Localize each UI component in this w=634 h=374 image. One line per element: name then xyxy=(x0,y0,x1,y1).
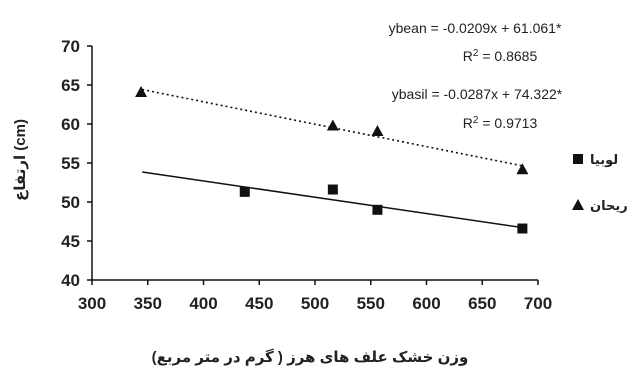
equation-bean: ybean = -0.0209x + 61.061* R2 = 0.8685 xyxy=(389,20,562,64)
y-axis-title: ارتفاع (cm) xyxy=(12,119,29,201)
y-tick-label: 45 xyxy=(61,232,80,251)
y-tick-label: 70 xyxy=(61,37,80,56)
x-tick-label: 350 xyxy=(134,294,162,313)
legend-marker-square xyxy=(573,154,583,164)
y-tick-label: 40 xyxy=(61,271,80,290)
data-point-triangle xyxy=(371,125,384,137)
y-ticks: 40 45 50 55 60 65 70 xyxy=(61,37,92,290)
x-tick-label: 600 xyxy=(412,294,440,313)
trendline-series-0 xyxy=(142,171,523,229)
data-point-triangle xyxy=(135,86,148,98)
data-point-square xyxy=(327,184,338,195)
equation-basil: ybasil = -0.0287x + 74.322* R2 = 0.9713 xyxy=(392,86,563,131)
data-point-triangle xyxy=(516,163,529,175)
legend-item-basil: ریحان xyxy=(572,198,628,213)
r2-basil: R2 = 0.9713 xyxy=(463,115,538,132)
legend: لوبیا ریحان xyxy=(572,152,628,213)
data-points xyxy=(135,86,529,234)
legend-marker-triangle xyxy=(572,199,584,210)
equation-basil-text: ybasil = -0.0287x + 74.322* xyxy=(392,86,563,102)
data-point-square xyxy=(517,223,528,234)
legend-label-bean: لوبیا xyxy=(590,152,618,167)
x-tick-label: 650 xyxy=(468,294,496,313)
y-tick-label: 65 xyxy=(61,76,80,95)
r2-bean: R2 = 0.8685 xyxy=(463,48,538,65)
data-point-square xyxy=(239,186,250,197)
x-tick-label: 450 xyxy=(245,294,273,313)
y-tick-label: 50 xyxy=(61,193,80,212)
x-tick-label: 400 xyxy=(189,294,217,313)
plot-area: 40 45 50 55 60 65 70 300 350 400 450 500 550 600 650 7… xyxy=(61,37,552,313)
x-tick-label: 300 xyxy=(78,294,106,313)
x-axis-title: وزن خشک علف های هرز ( گرم در متر مربع) xyxy=(152,348,469,366)
x-tick-label: 700 xyxy=(524,294,552,313)
legend-item-bean: لوبیا xyxy=(573,152,618,167)
y-tick-label: 60 xyxy=(61,115,80,134)
data-point-square xyxy=(372,204,383,215)
x-tick-label: 500 xyxy=(301,294,329,313)
equation-bean-text: ybean = -0.0209x + 61.061* xyxy=(389,20,562,36)
x-ticks: 300 350 400 450 500 550 600 650 700 xyxy=(78,280,552,313)
x-tick-label: 550 xyxy=(357,294,385,313)
y-tick-label: 55 xyxy=(61,154,80,173)
legend-label-basil: ریحان xyxy=(590,198,628,213)
data-point-triangle xyxy=(326,119,339,131)
trendlines xyxy=(142,88,523,229)
